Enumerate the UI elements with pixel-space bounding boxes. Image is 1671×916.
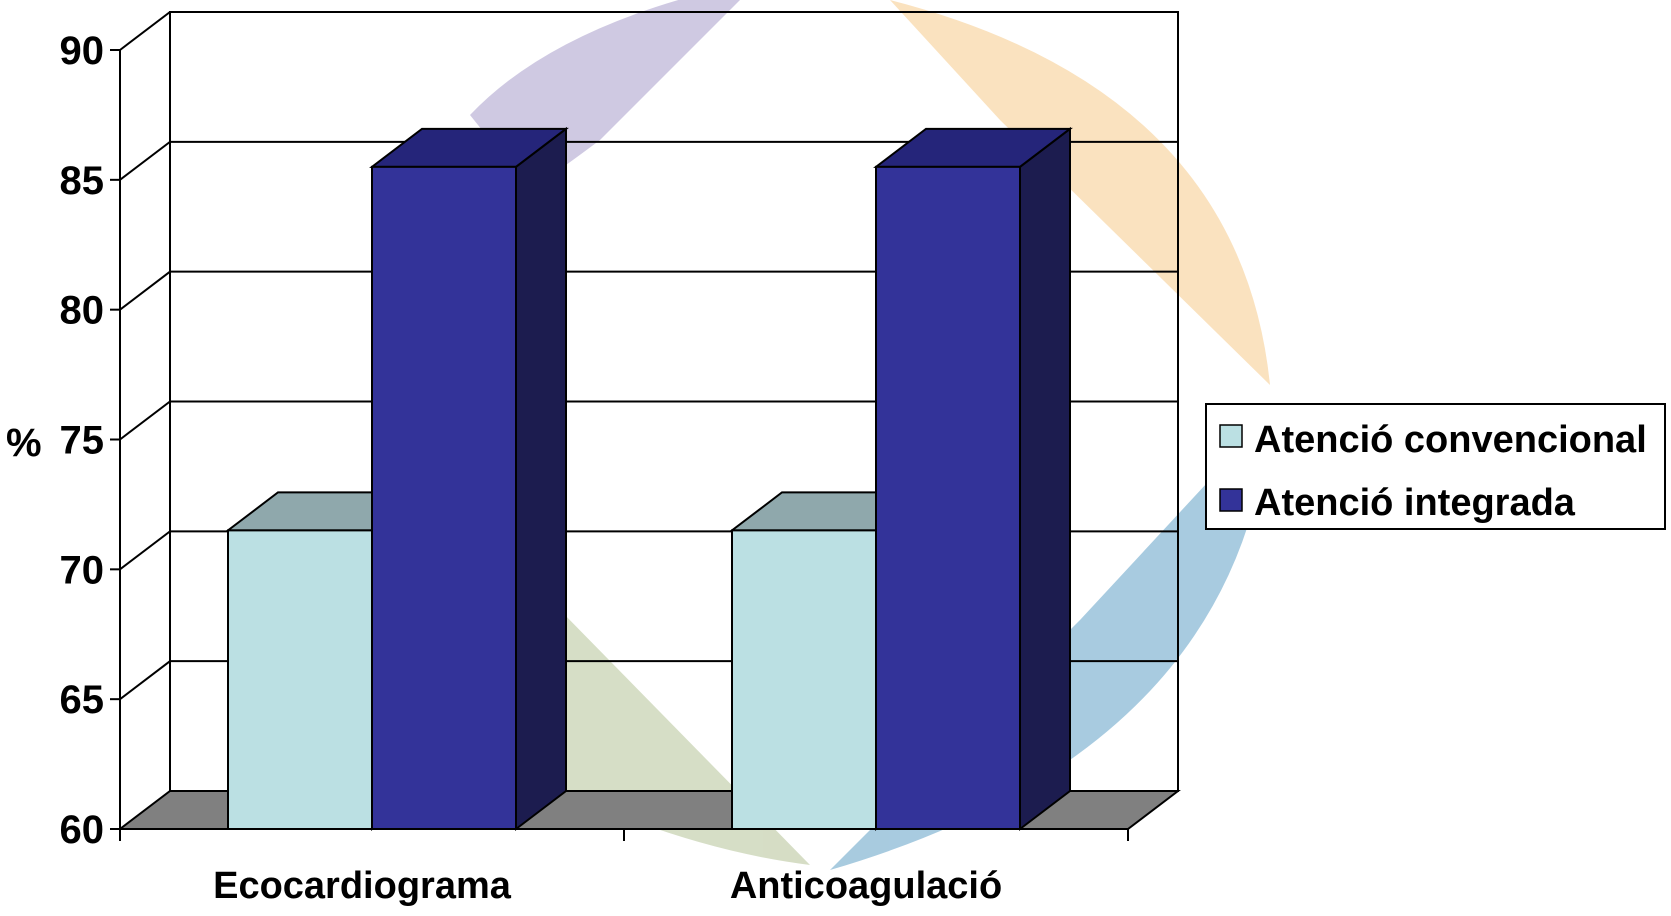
y-tick-label: 75 [60,419,105,463]
bars [225,126,1073,832]
legend-label-atencio-integrada: Atenció integrada [1254,482,1576,524]
y-tick-label: 80 [60,289,105,333]
bar-side [515,126,567,832]
legend-swatch-atencio-integrada [1219,488,1243,512]
watermark-orange-arc [890,0,1270,385]
legend-swatch-atencio-convencional [1219,424,1243,448]
bar-front [875,165,1021,831]
y-axis-title: % [6,421,42,465]
axes: 60 65 70 75 80 85 90 Ecocardiograma Anticoagulac… [60,29,1129,907]
legend-label-atencio-convencional: Atenció convencional [1254,419,1647,461]
y-tick-label: 65 [60,678,105,722]
legend-box [1205,403,1666,530]
bar-front [371,165,517,831]
watermark-blue-arc [830,415,1270,870]
bar-side [1019,126,1071,832]
y-tick-label: 60 [60,808,105,852]
bar-atencio-integrada-1 [873,126,1073,832]
y-tick-label: 70 [60,548,105,592]
bar-front [227,529,373,831]
legend: Atenció convencional Atenció integrada [1205,403,1666,530]
y-tick-label: 85 [60,159,105,203]
bar-front [731,529,877,831]
x-category-label: Ecocardiograma [213,865,512,907]
x-category-label: Anticoagulació [730,865,1002,907]
bar-atencio-integrada-0 [369,126,569,832]
y-tick-label: 90 [60,29,105,73]
